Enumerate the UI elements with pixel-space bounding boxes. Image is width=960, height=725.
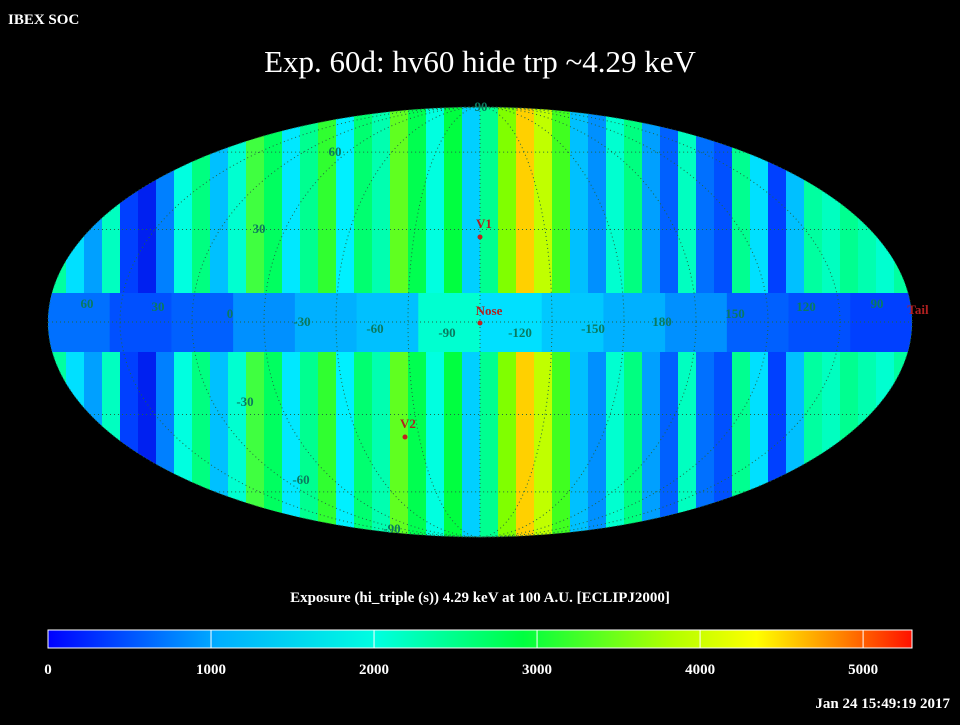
- equator-band: [294, 293, 358, 352]
- longitude-label: 180: [652, 314, 672, 329]
- sky-map: [48, 107, 912, 537]
- longitude-label: -150: [581, 321, 605, 336]
- longitude-label: 90: [871, 296, 884, 311]
- marker-label: V1: [476, 216, 492, 231]
- longitude-label: -30: [293, 314, 310, 329]
- latitude-label: 60: [329, 144, 342, 159]
- longitude-label: -60: [366, 321, 383, 336]
- equator-band: [603, 293, 666, 352]
- longitude-label: 60: [81, 296, 94, 311]
- equator-band: [171, 293, 234, 352]
- colorbar-tick-label: 5000: [848, 662, 878, 678]
- marker-dot: [477, 234, 483, 240]
- longitude-label: 30: [152, 299, 165, 314]
- marker-label: Nose: [476, 303, 503, 318]
- org-label: IBEX SOC: [8, 12, 79, 28]
- equator-band: [480, 293, 543, 352]
- colorbar-ticks: 0 1000 2000 3000 4000 5000: [44, 630, 878, 678]
- map-labels: 60 30 0 -30 -60 -90 -120 -150 180 150 120 90 90 60 30 -…: [81, 99, 929, 536]
- marker-label: V2: [400, 416, 416, 431]
- latitude-label: -30: [236, 394, 253, 409]
- colorbar-tick-label: 3000: [522, 662, 552, 678]
- colorbar: [47, 629, 913, 649]
- colorbar-tick-label: 2000: [359, 662, 389, 678]
- equator-band: [418, 293, 481, 352]
- title: Exp. 60d: hv60 hide trp ~4.29 keV: [264, 44, 696, 79]
- longitude-label: -120: [508, 325, 532, 340]
- marker-label: Tail: [907, 302, 929, 317]
- colorbar-label: Exposure (hi_triple (s)) 4.29 keV at 100…: [290, 590, 670, 606]
- longitude-label: 150: [725, 306, 745, 321]
- latitude-label: 90: [475, 99, 488, 114]
- marker-dot: [402, 434, 408, 440]
- timestamp: Jan 24 15:49:19 2017: [815, 696, 950, 712]
- marker-dot: [477, 320, 483, 326]
- longitude-label: -90: [438, 325, 455, 340]
- equator-band: [48, 293, 111, 352]
- colorbar-tick-label: 4000: [685, 662, 715, 678]
- colorbar-tick-label: 1000: [196, 662, 226, 678]
- equator-band: [726, 293, 790, 352]
- latitude-label: -90: [383, 521, 400, 536]
- colorbar-tick-label: 0: [44, 662, 52, 678]
- longitude-label: 120: [796, 299, 816, 314]
- map-grid: [47, 106, 913, 538]
- latitude-label: -60: [292, 472, 309, 487]
- longitude-label: 0: [227, 306, 234, 321]
- latitude-label: 30: [253, 221, 266, 236]
